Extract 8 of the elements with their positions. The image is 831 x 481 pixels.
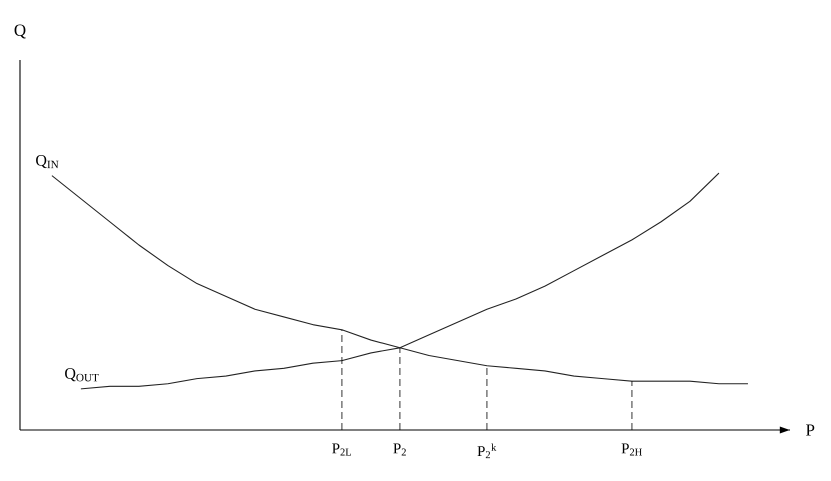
series-label: Q$_{IN}$ bbox=[36, 154, 58, 168]
series-label: Q$_{OUT}$ bbox=[65, 368, 99, 382]
x-tick-label: P$_{2}$ bbox=[393, 444, 406, 456]
x-axis-title: P bbox=[806, 424, 814, 436]
x-tick-label: P$_{2L}$ bbox=[332, 444, 351, 456]
text: Q bbox=[14, 24, 26, 38]
x-tick-label: P$_{2H}$ bbox=[622, 444, 642, 456]
x-tick-label: P$_{2}$k bbox=[477, 444, 496, 458]
